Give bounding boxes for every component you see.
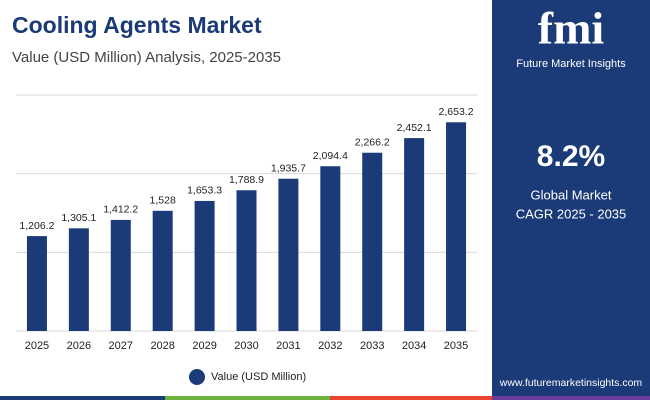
strip (492, 396, 650, 400)
value-label: 2,653.2 (439, 106, 474, 118)
strip (0, 396, 165, 400)
value-label: 1,528 (150, 195, 176, 207)
x-tick-label: 2025 (25, 340, 49, 352)
bar (362, 152, 383, 331)
bar (446, 122, 467, 331)
sidebar (492, 0, 650, 400)
value-label: 1,305.1 (61, 212, 96, 224)
x-tick-label: 2031 (276, 340, 300, 352)
bar (26, 236, 47, 331)
bar (404, 138, 425, 331)
bar (194, 200, 215, 331)
x-tick-label: 2027 (109, 340, 133, 352)
value-label: 2,094.4 (313, 150, 348, 162)
chart-subtitle: Value (USD Million) Analysis, 2025-2035 (12, 49, 281, 66)
bar (278, 178, 299, 331)
value-label: 2,452.1 (397, 122, 432, 134)
legend-marker (189, 369, 205, 385)
x-tick-label: 2026 (67, 340, 91, 352)
value-label: 1,412.2 (103, 204, 138, 216)
cagr-value: 8.2% (537, 140, 605, 173)
value-label: 1,788.9 (229, 174, 264, 186)
bar (152, 210, 173, 331)
cagr-label: CAGR 2025 - 2035 (516, 206, 627, 221)
strip (165, 396, 330, 400)
value-label: 1,653.3 (187, 185, 222, 197)
cagr-label: Global Market (531, 187, 612, 202)
chart-title: Cooling Agents Market (12, 12, 262, 38)
x-tick-label: 2033 (360, 340, 384, 352)
value-label: 1,935.7 (271, 163, 306, 175)
x-tick-label: 2030 (234, 340, 258, 352)
bar (320, 166, 341, 331)
value-label: 1,206.2 (19, 220, 54, 232)
bar (236, 190, 257, 331)
legend-label: Value (USD Million) (211, 371, 306, 383)
x-tick-label: 2032 (318, 340, 342, 352)
x-tick-label: 2028 (150, 340, 174, 352)
brand: Future Market Insights (516, 58, 626, 70)
logo: fmi (538, 3, 605, 54)
bar (68, 228, 89, 331)
strip (330, 396, 492, 400)
x-tick-label: 2034 (402, 340, 426, 352)
x-tick-label: 2029 (192, 340, 216, 352)
website: www.futuremarketinsights.com (499, 377, 643, 389)
value-label: 2,266.2 (355, 137, 390, 149)
x-tick-label: 2035 (444, 340, 468, 352)
bar (110, 219, 131, 331)
